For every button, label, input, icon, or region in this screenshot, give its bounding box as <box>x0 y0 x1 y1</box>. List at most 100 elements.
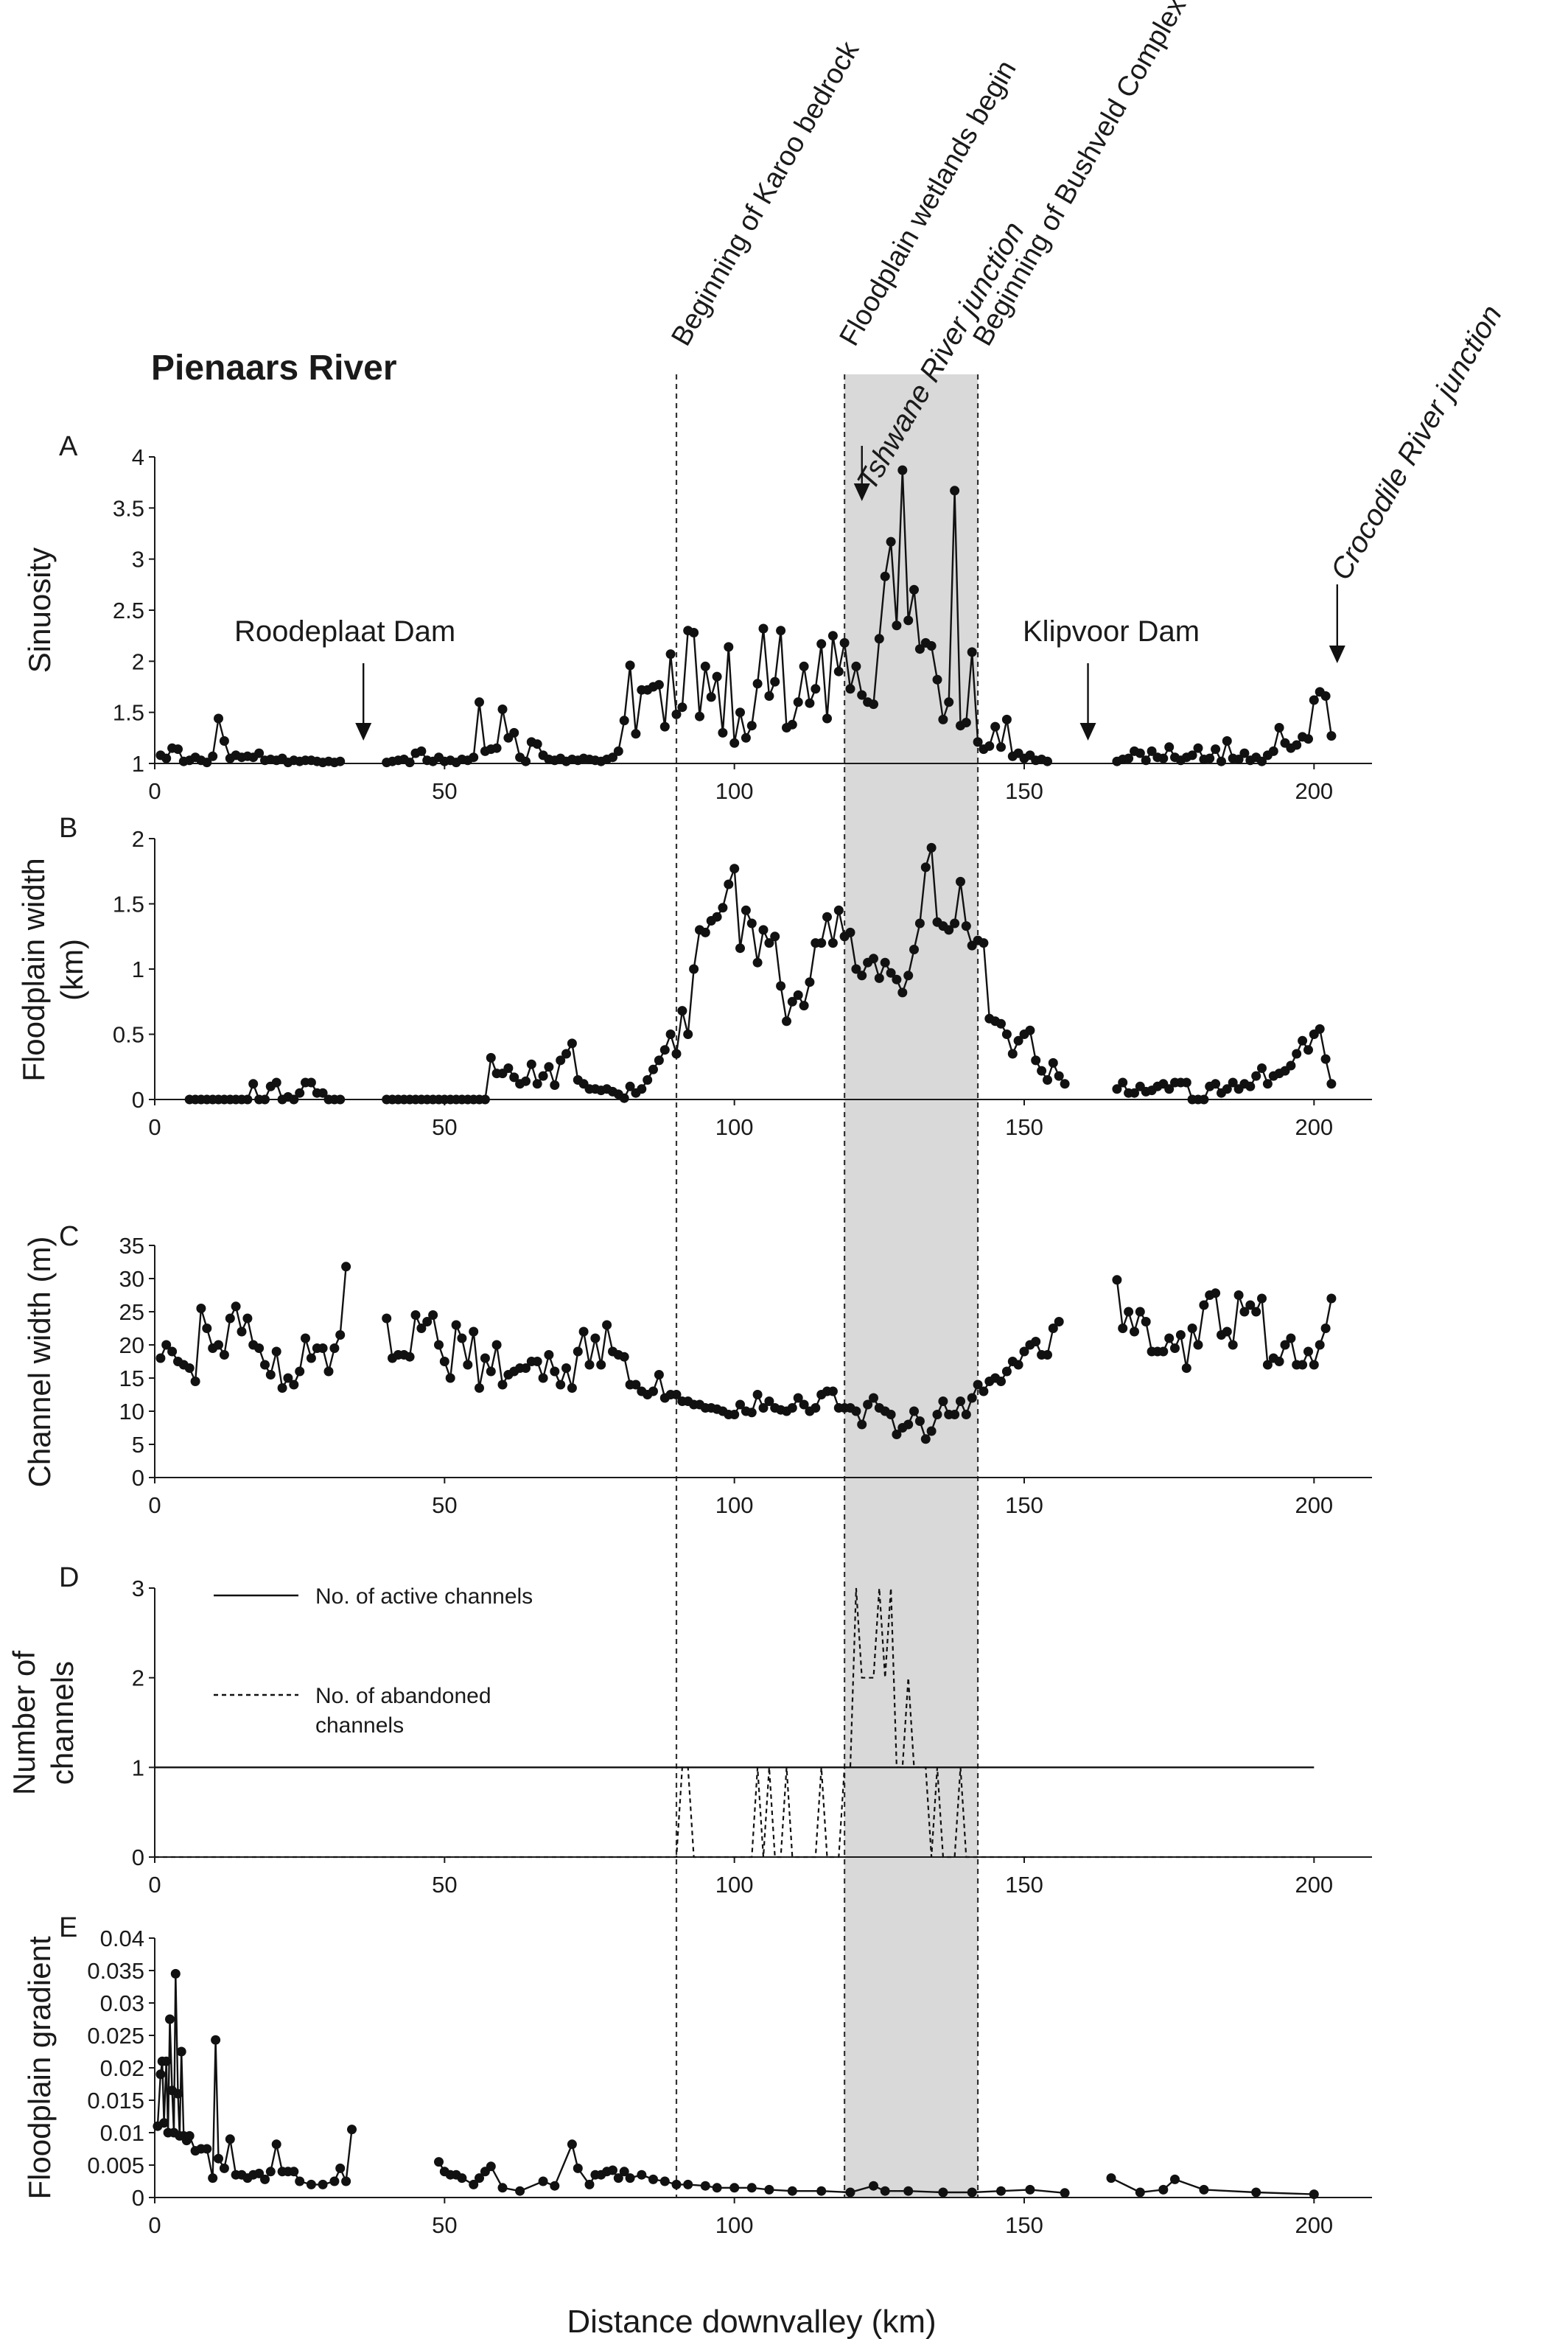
panel-B-data-point <box>950 918 960 929</box>
panel-B-data-point <box>874 973 884 983</box>
chart-panels: 11.522.533.540 50 100 150 200ASinuosity00.51… <box>7 431 1372 2238</box>
panel-C-data-point <box>602 1320 612 1330</box>
panel-E-data-point <box>746 2183 757 2193</box>
panel-C-data-point <box>457 1333 467 1343</box>
panel-B-data-point <box>648 1064 658 1074</box>
panel-A-data-point <box>619 716 629 726</box>
panel-C-data-point <box>335 1330 346 1340</box>
panel-A-data-point <box>161 753 172 763</box>
panel-C-data-point <box>271 1346 281 1357</box>
panel-E-data-point <box>700 2181 710 2191</box>
panel-C-data-point <box>1199 1300 1209 1310</box>
annotation-arrow-head-2 <box>1079 723 1096 741</box>
panel-C-xtick-label: 200 <box>1295 1492 1333 1518</box>
panel-A-data-point <box>758 623 769 634</box>
panel-C-data-point <box>1280 1340 1290 1350</box>
panel-A-data-point <box>219 736 229 746</box>
panel-B-data-point <box>619 1093 629 1103</box>
panel-C-data-point <box>521 1363 531 1373</box>
panel-E-data-point <box>1106 2173 1116 2184</box>
panel-B-data-point <box>567 1038 577 1049</box>
panel-C-data-point <box>909 1406 919 1416</box>
panel-E-data-point <box>1199 2184 1209 2195</box>
panel-A-data-point <box>1303 734 1313 744</box>
panel-E-data-point <box>637 2170 647 2180</box>
panel-E-data-point <box>1135 2187 1145 2198</box>
panel-A-data-point <box>1309 695 1319 705</box>
panel-C-xtick-label: 100 <box>715 1492 754 1518</box>
panel-C-data-point <box>1251 1307 1261 1317</box>
panel-C-data-point <box>538 1373 548 1383</box>
panel-A-data-point <box>1164 742 1175 752</box>
panel-A-data-point <box>671 709 682 719</box>
panel-C-data-point <box>996 1377 1006 1386</box>
panel-A-data-point <box>625 660 635 671</box>
panel-B-data-point <box>741 905 751 915</box>
panel-E-ytick-label: 0.04 <box>100 1926 144 1951</box>
panel-C-data-point <box>1222 1326 1232 1337</box>
panel-C-data-point <box>1257 1293 1267 1304</box>
panel-B-xtick-label: 0 <box>148 1114 161 1140</box>
panel-C-data-point <box>301 1333 310 1343</box>
panel-C-data-point <box>758 1403 769 1413</box>
panel-B-data-point <box>729 864 740 874</box>
panel-C-data-point <box>1298 1360 1308 1370</box>
panel-C-data-point <box>950 1410 960 1419</box>
panel-C-data-point <box>938 1396 948 1406</box>
panel-B-data-point <box>979 938 989 948</box>
panel-E-xtick-label: 100 <box>715 2212 754 2238</box>
panel-A-data-point <box>926 641 937 651</box>
panel-B-data-point <box>816 938 827 948</box>
panel-C-y-axis-label: Channel width (m) <box>22 1237 57 1488</box>
panel-B-data-point <box>544 1062 554 1072</box>
panel-C-data-point <box>671 1390 682 1399</box>
panel-B-data-point <box>822 912 832 922</box>
panel-E-data-point <box>155 2069 166 2080</box>
panel-C-ytick-label: 35 <box>119 1233 144 1259</box>
panel-E-data-point <box>764 2184 774 2195</box>
panel-A-data-point <box>1268 746 1278 756</box>
panel-E-data-point <box>613 2173 623 2184</box>
panel-C-data-point <box>422 1317 433 1326</box>
panel-A-xtick-label: 100 <box>715 778 754 804</box>
panel-A-data-point <box>914 644 925 654</box>
panel-B-data-point <box>1025 1025 1035 1035</box>
panel-A-data-point <box>938 714 948 724</box>
panel-E-data-point <box>938 2187 948 2198</box>
panel-A-data-point <box>752 679 763 689</box>
panel-C-data-point <box>1303 1346 1313 1357</box>
panel-A-data-point <box>608 752 617 763</box>
panel-A-data-point <box>532 739 542 749</box>
panel-C-data-point <box>1158 1346 1169 1357</box>
panel-B-data-point <box>752 957 763 968</box>
panel-A-data-point <box>1326 731 1337 741</box>
legend-label-line: No. of abandoned <box>315 1684 491 1708</box>
panel-C-data-point <box>654 1370 664 1380</box>
panel-A-data-point <box>741 733 751 743</box>
panel-C-data-point <box>329 1343 340 1353</box>
panel-A-data-point <box>729 738 740 748</box>
panel-C-data-point <box>1031 1337 1041 1346</box>
panel-E-data-point <box>1158 2184 1169 2195</box>
panel-A-data-point <box>1001 714 1012 724</box>
panel-B-data-point <box>1251 1071 1261 1081</box>
panel-E-data-point <box>341 2176 351 2186</box>
panel-B-data-point <box>335 1094 346 1105</box>
panel-B-data-point <box>260 1094 270 1105</box>
panel-B-data-point <box>776 981 786 991</box>
panel-B-data-point <box>1181 1077 1191 1088</box>
panel-B-data-point <box>1060 1079 1070 1089</box>
panel-A-data-point <box>776 626 786 636</box>
panel-A-data-point <box>1292 740 1302 750</box>
panel-B-data-point <box>920 862 931 873</box>
panel-C-data-point <box>1170 1343 1180 1353</box>
panel-A-ytick-label: 2.5 <box>113 598 144 623</box>
panel-B-data-point <box>1007 1049 1018 1059</box>
panel-A-data-point <box>613 746 623 756</box>
panel-B-data-point <box>827 938 838 948</box>
panel-C-data-point <box>196 1304 206 1313</box>
panel-C-data-point <box>956 1396 965 1406</box>
panel-B-ytick-label: 2 <box>132 826 144 852</box>
panel-C-data-point <box>578 1326 589 1337</box>
panel-A-ytick-label: 1 <box>132 751 144 777</box>
